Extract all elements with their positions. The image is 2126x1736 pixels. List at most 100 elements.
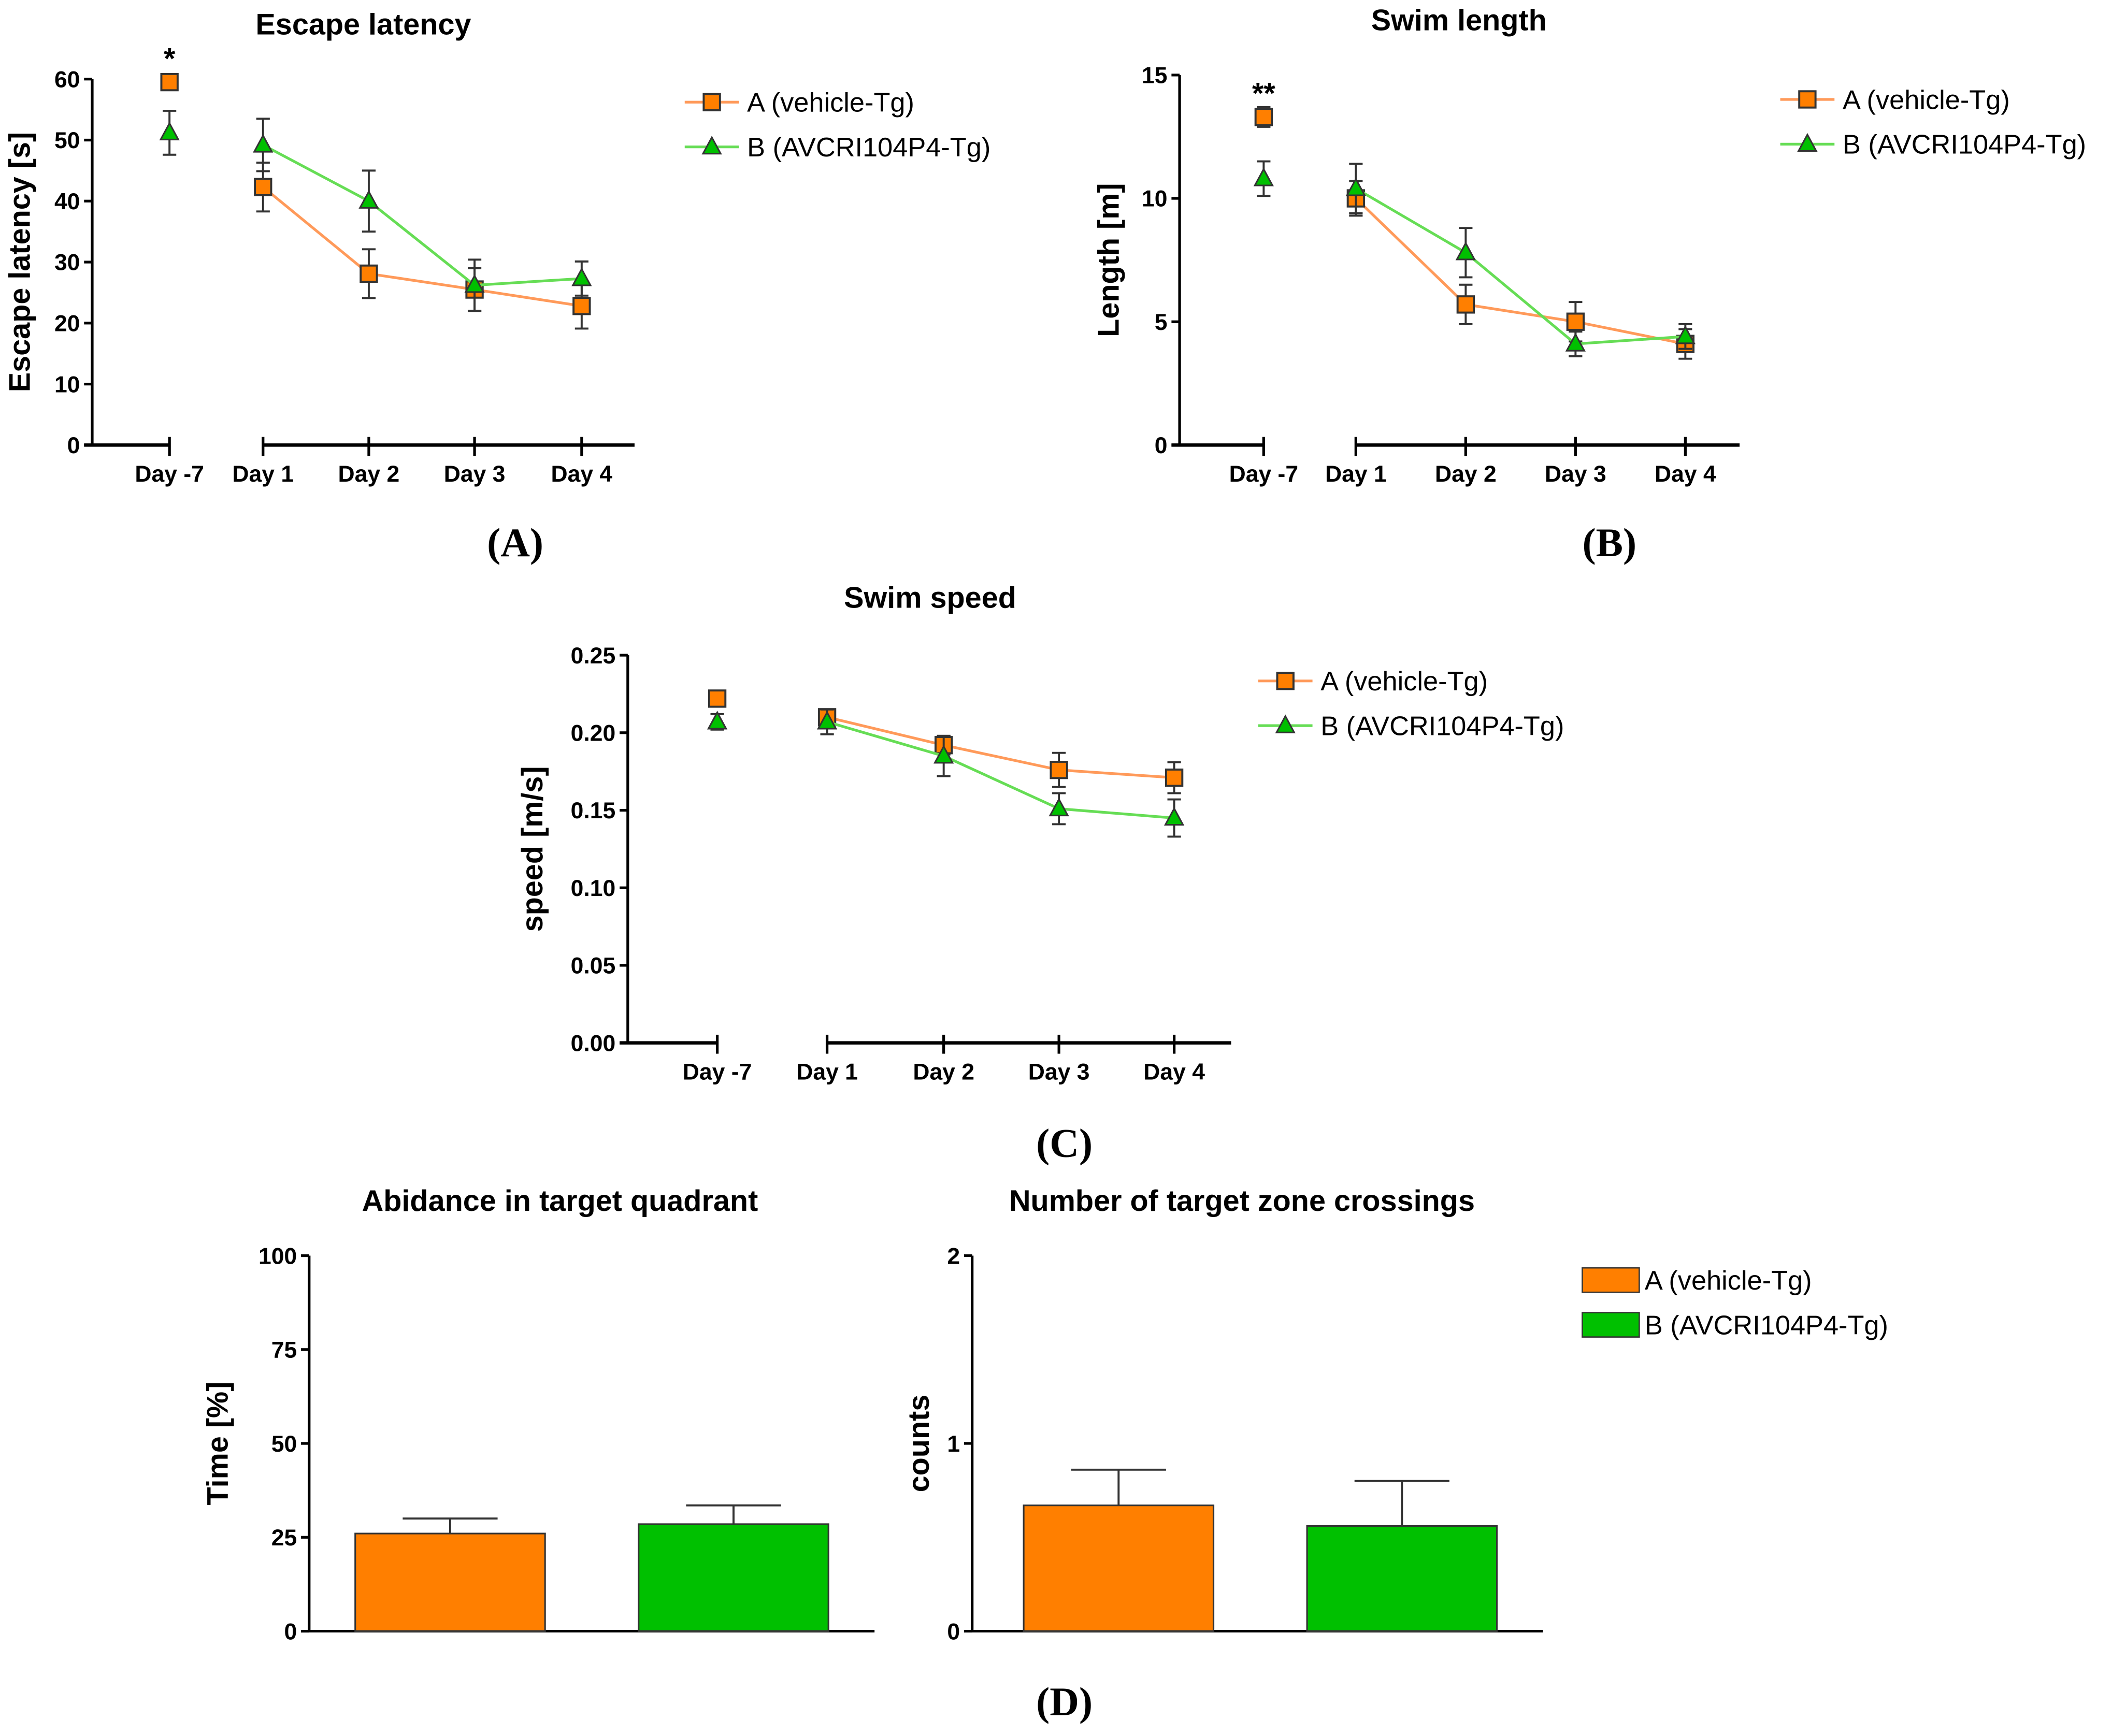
chart-title: Swim speed — [844, 581, 1016, 614]
y-tick-label: 50 — [271, 1431, 297, 1457]
square-marker — [1050, 760, 1068, 779]
legend-label: A (vehicle-Tg) — [1645, 1266, 1812, 1296]
error-bar — [686, 1504, 781, 1524]
y-tick-label: 50 — [54, 128, 80, 153]
y-tick-label: 0 — [284, 1619, 297, 1644]
triangle-marker — [1048, 797, 1069, 817]
x-tick-label: Day -7 — [683, 1059, 752, 1084]
x-tick-label: Day 4 — [1655, 461, 1716, 487]
legend-label: B (AVCRI104P4-Tg) — [1320, 712, 1564, 742]
legend-label: B (AVCRI104P4-Tg) — [1843, 130, 2086, 160]
chart-title: Number of target zone crossings — [1009, 1184, 1475, 1218]
y-tick-label: 0.15 — [571, 798, 616, 823]
series-line — [262, 186, 582, 308]
chart-title: Escape latency — [255, 8, 471, 41]
square-marker — [1798, 90, 1817, 109]
x-tick-label: Day 1 — [796, 1059, 858, 1084]
y-axis-label: counts — [902, 1395, 936, 1493]
x-tick-label: Day 2 — [338, 461, 400, 487]
y-tick-label: 10 — [1142, 186, 1167, 212]
y-tick-label: 0 — [1155, 433, 1168, 458]
triangle-marker — [1275, 714, 1296, 733]
line-chart-2: Swim length Length [m] 0 5 10 15 Day -7 Day 1 Da… — [1092, 4, 2086, 487]
y-tick-label: 75 — [271, 1338, 297, 1363]
x-tick-label: Day 3 — [1545, 461, 1606, 487]
x-tick-label: Day 3 — [444, 461, 506, 487]
significance-marker: ** — [1252, 77, 1275, 110]
panel-label-b: (B) — [1582, 520, 1636, 565]
series-line — [1355, 197, 1686, 345]
y-tick-label: 10 — [54, 372, 80, 397]
triangle-marker — [1797, 133, 1818, 152]
legend-label: B (AVCRI104P4-Tg) — [747, 133, 990, 163]
legend-swatch — [1582, 1312, 1640, 1338]
y-tick-label: 0.25 — [571, 643, 616, 669]
legend-label: A (vehicle-Tg) — [747, 88, 914, 118]
y-tick-label: 40 — [54, 189, 80, 214]
square-marker — [1276, 672, 1295, 690]
y-tick-label: 15 — [1142, 63, 1167, 89]
panel-label-a: (A) — [487, 520, 543, 565]
bar-chart-2: Number of target zone crossings counts 0 1 2… — [902, 1184, 1888, 1644]
line-chart-3: Swim speed speed [m/s] 0.00 0.05 0.10 0.15 0.2… — [516, 581, 1564, 1084]
panel-label-d: (D) — [1036, 1679, 1093, 1724]
series-line — [1355, 187, 1686, 345]
bar — [1023, 1504, 1215, 1632]
y-tick-label: 60 — [54, 67, 80, 92]
x-tick-label: Day 4 — [1143, 1059, 1205, 1084]
triangle-marker — [1253, 167, 1274, 186]
series-line — [826, 720, 1174, 820]
y-tick-label: 2 — [947, 1243, 960, 1269]
chart-title: Swim length — [1371, 4, 1547, 37]
triangle-marker — [933, 745, 954, 764]
y-tick-label: 30 — [54, 250, 80, 276]
bar — [354, 1532, 546, 1632]
triangle-marker — [1565, 332, 1586, 352]
triangle-marker — [1345, 177, 1366, 196]
x-tick-label: Day -7 — [135, 461, 204, 487]
triangle-marker — [464, 274, 485, 293]
y-tick-label: 100 — [258, 1243, 297, 1269]
y-axis-label: Escape latency [s] — [4, 132, 37, 392]
triangle-marker — [159, 121, 180, 141]
square-marker — [708, 689, 727, 708]
y-tick-label: 0.00 — [571, 1031, 616, 1056]
line-chart-1: Escape latency Escape latency [s] 0 10 20 30 4… — [4, 8, 991, 487]
series-line — [262, 143, 582, 287]
x-tick-label: Day 3 — [1028, 1059, 1090, 1084]
y-tick-label: 0.20 — [571, 720, 616, 746]
error-bar — [1071, 1468, 1166, 1506]
error-bar — [1354, 1480, 1449, 1526]
chart-title: Abidance in target quadrant — [362, 1184, 758, 1218]
square-marker — [1165, 768, 1184, 787]
error-bar — [403, 1517, 498, 1534]
triangle-marker — [1163, 806, 1185, 826]
legend-swatch — [1582, 1267, 1640, 1293]
square-marker — [1566, 312, 1585, 331]
triangle-marker — [571, 267, 592, 286]
x-tick-label: Day 2 — [913, 1059, 974, 1084]
y-axis-label: speed [m/s] — [516, 766, 549, 932]
legend-label: A (vehicle-Tg) — [1320, 667, 1488, 697]
square-marker — [160, 73, 179, 92]
square-marker — [702, 93, 721, 111]
x-tick-label: Day 1 — [1325, 461, 1387, 487]
square-marker — [572, 297, 591, 315]
bar — [1306, 1525, 1498, 1632]
y-tick-label: 5 — [1155, 310, 1168, 335]
y-tick-label: 0.10 — [571, 876, 616, 901]
bar — [638, 1523, 829, 1632]
square-marker — [360, 264, 378, 283]
triangle-marker — [1455, 241, 1476, 261]
triangle-marker — [1675, 325, 1696, 344]
triangle-marker — [358, 190, 379, 209]
triangle-marker — [816, 711, 838, 730]
square-marker — [1456, 295, 1475, 314]
triangle-marker — [707, 711, 728, 730]
y-tick-label: 0 — [947, 1619, 960, 1644]
y-tick-label: 25 — [271, 1525, 297, 1551]
x-tick-label: Day 4 — [551, 461, 612, 487]
y-tick-label: 20 — [54, 311, 80, 337]
legend-label: A (vehicle-Tg) — [1843, 85, 2010, 115]
